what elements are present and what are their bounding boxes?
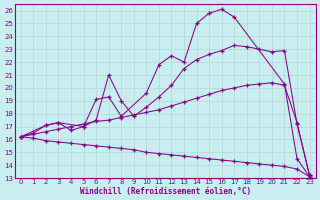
X-axis label: Windchill (Refroidissement éolien,°C): Windchill (Refroidissement éolien,°C) xyxy=(80,187,251,196)
